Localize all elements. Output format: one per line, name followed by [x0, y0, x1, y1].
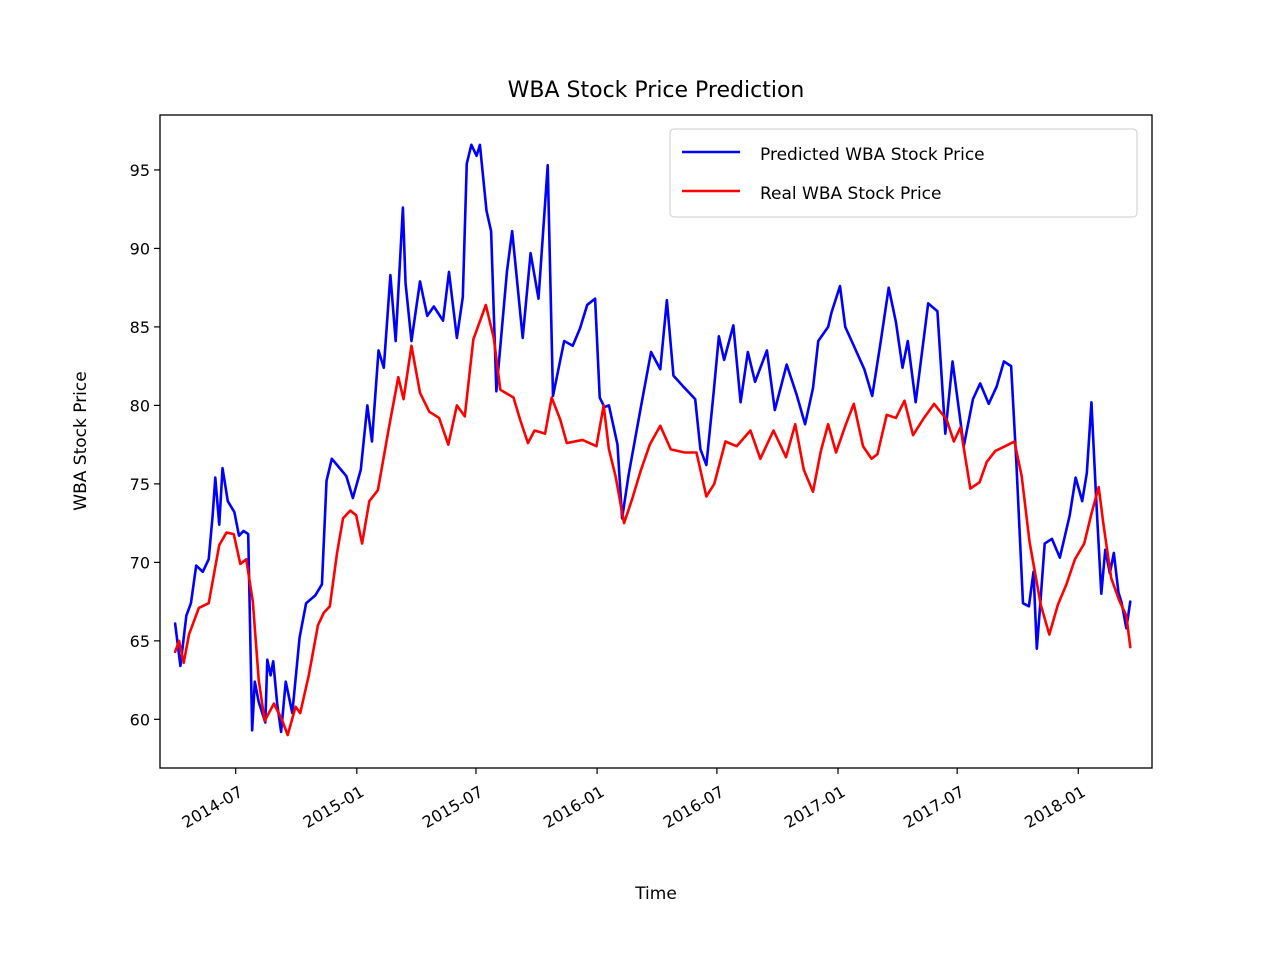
x-tick-label: 2015-01	[300, 782, 367, 832]
chart-title: WBA Stock Price Prediction	[508, 78, 805, 103]
x-axis: 2014-07 2015-01 2015-07 2016-01 2016-07 2017-…	[179, 768, 1089, 832]
series-line-predicted	[173, 143, 1132, 734]
x-tick-label: 2015-07	[419, 782, 486, 832]
y-tick-label: 65	[130, 632, 150, 651]
x-tick-label: 2016-07	[660, 782, 727, 832]
y-axis: 60 65 70 75 80 85 90 95	[130, 161, 160, 729]
plot-frame	[159, 114, 1153, 769]
legend-label-real: Real WBA Stock Price	[760, 184, 941, 204]
x-tick-label: 2014-07	[179, 782, 246, 832]
series-line-real	[173, 303, 1132, 737]
x-tick-label: 2018-01	[1021, 782, 1088, 832]
y-tick-label: 60	[130, 710, 150, 729]
y-tick-label: 85	[130, 318, 150, 337]
y-tick-label: 95	[130, 161, 150, 180]
x-tick-label: 2016-01	[540, 782, 607, 832]
x-axis-label: Time	[634, 884, 677, 904]
x-tick-label: 2017-01	[781, 782, 848, 832]
x-tick-label: 2017-07	[900, 782, 967, 832]
series-layer	[173, 143, 1132, 737]
y-tick-label: 90	[130, 239, 150, 258]
y-axis-label: WBA Stock Price	[71, 371, 91, 510]
plot-area	[160, 115, 1152, 768]
y-tick-label: 75	[130, 475, 150, 494]
legend-frame	[669, 128, 1138, 218]
y-tick-label: 70	[130, 553, 150, 572]
legend: Predicted WBA Stock Price Real WBA Stock…	[669, 128, 1138, 218]
legend-label-predicted: Predicted WBA Stock Price	[760, 145, 985, 165]
y-tick-label: 80	[130, 396, 150, 415]
